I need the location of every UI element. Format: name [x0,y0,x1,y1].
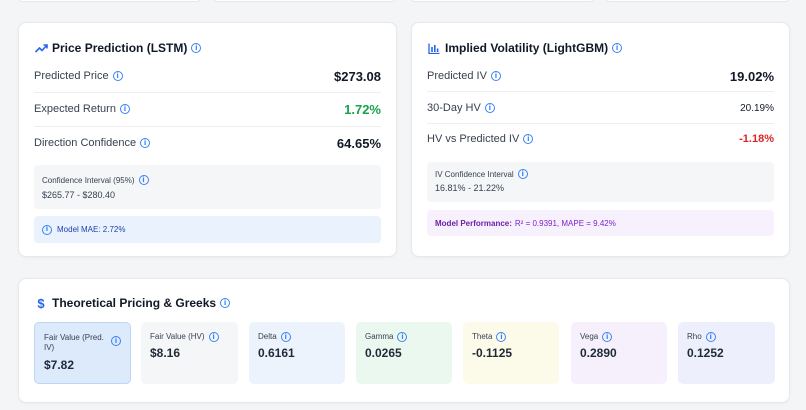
divider [427,123,774,124]
theoretical-pricing-card: $ Theoretical Pricing & Greeks i Fair Va… [18,278,790,403]
price-prediction-card: Price Prediction (LSTM) i Predicted Pric… [18,22,397,257]
dollar-icon: $ [37,295,45,311]
price-prediction-title: Price Prediction (LSTM) i [34,41,202,55]
confidence-interval-label: Confidence Interval (95%) [42,175,135,185]
info-icon[interactable]: i [517,169,528,179]
direction-confidence-value: 64.65% [336,135,381,151]
prev-card-stub-2 [213,0,396,2]
bar-chart-icon [427,41,441,55]
direction-confidence-label: Direction Confidence [34,137,137,149]
theta-value: -0.1125 [472,346,513,360]
info-icon[interactable]: i [140,138,151,148]
predicted-price-label: Predicted Price [34,70,109,82]
model-performance-label: Model Performance: [435,218,512,228]
fair-value-hv-card: Fair Value (HV) i $8.16 [141,322,238,384]
fair-value-hv-value: $8.16 [150,346,181,360]
hv-30-value: 20.19% [740,102,774,114]
implied-volatility-title: Implied Volatility (LightGBM) i [427,41,623,55]
info-icon[interactable]: i [208,332,219,342]
info-icon[interactable]: i [112,71,123,81]
theta-card: Theta i -0.1125 [463,322,559,384]
direction-confidence-row: Direction Confidence i 64.65% [34,134,381,152]
info-icon[interactable]: i [484,103,495,113]
info-icon[interactable]: i [705,332,716,342]
predicted-iv-label: Predicted IV [427,70,487,82]
confidence-interval-box: Confidence Interval (95%) i $265.77 - $28… [34,165,381,209]
price-prediction-title-text: Price Prediction (LSTM) [52,41,188,55]
info-icon[interactable]: i [612,43,623,53]
gamma-value: 0.0265 [365,346,402,360]
prev-card-stub-4 [606,0,789,2]
predicted-iv-row: Predicted IV i 19.02% [427,67,774,85]
implied-volatility-title-text: Implied Volatility (LightGBM) [445,41,609,55]
fair-value-pred-iv-card: Fair Value (Pred. IV) i $7.82 [34,322,131,384]
delta-value: 0.6161 [258,346,295,360]
vega-value: 0.2890 [580,346,617,360]
model-mae-box: i Model MAE: 2.72% [34,216,381,243]
info-icon[interactable]: i [280,332,291,342]
vega-card: Vega i 0.2890 [571,322,667,384]
rho-card: Rho i 0.1252 [678,322,775,384]
info-icon[interactable]: i [523,134,534,144]
info-icon[interactable]: i [490,71,501,81]
info-icon[interactable]: i [138,175,149,185]
rho-label: Rho [687,332,702,341]
info-icon[interactable]: i [496,332,507,342]
vega-label: Vega [580,332,599,341]
fair-value-hv-label: Fair Value (HV) [150,332,205,341]
delta-label: Delta [258,332,277,341]
model-mae-text: Model MAE: 2.72% [57,225,126,234]
info-icon[interactable]: i [119,104,130,114]
expected-return-value: 1.72% [344,101,381,117]
model-performance-box: Model Performance: R² = 0.9391, MAPE = 9… [427,210,774,236]
divider [34,126,381,127]
hv-vs-iv-row: HV vs Predicted IV i -1.18% [427,130,774,148]
delta-card: Delta i 0.6161 [249,322,345,384]
hv-30-label: 30-Day HV [427,102,481,114]
implied-volatility-card: Implied Volatility (LightGBM) i Predicte… [411,22,790,257]
info-icon[interactable]: i [602,332,613,342]
divider [427,91,774,92]
rho-value: 0.1252 [687,346,724,360]
predicted-price-row: Predicted Price i $273.08 [34,67,381,85]
theta-label: Theta [472,332,493,341]
fair-value-pred-iv-label: Fair Value (Pred. IV) [44,333,104,352]
expected-return-label: Expected Return [34,103,116,115]
info-icon[interactable]: i [111,336,121,346]
info-icon[interactable]: i [191,43,202,53]
iv-confidence-interval-box: IV Confidence Interval i 16.81% - 21.22% [427,162,774,202]
gamma-label: Gamma [365,332,394,341]
info-icon[interactable]: i [220,298,231,308]
model-performance-value: R² = 0.9391, MAPE = 9.42% [514,218,616,228]
predicted-price-value: $273.08 [334,68,381,84]
hv-vs-iv-value: -1.18% [739,133,774,145]
confidence-interval-value: $265.77 - $280.40 [42,190,116,200]
info-icon[interactable]: i [397,332,408,342]
hv-30-row: 30-Day HV i 20.19% [427,99,774,117]
trending-up-icon [34,41,48,55]
prev-card-stub-3 [411,0,594,2]
theoretical-pricing-title: $ Theoretical Pricing & Greeks i [34,295,231,311]
gamma-card: Gamma i 0.0265 [356,322,452,384]
predicted-iv-value: 19.02% [729,68,774,84]
iv-confidence-interval-value: 16.81% - 21.22% [435,183,505,193]
info-icon: i [42,224,52,235]
fair-value-pred-iv-value: $7.82 [44,358,75,372]
theoretical-pricing-title-text: Theoretical Pricing & Greeks [52,296,217,310]
divider [34,92,381,93]
iv-confidence-interval-label: IV Confidence Interval [435,169,514,179]
hv-vs-iv-label: HV vs Predicted IV [427,133,520,145]
prev-card-stub-1 [18,0,201,2]
expected-return-row: Expected Return i 1.72% [34,100,381,118]
